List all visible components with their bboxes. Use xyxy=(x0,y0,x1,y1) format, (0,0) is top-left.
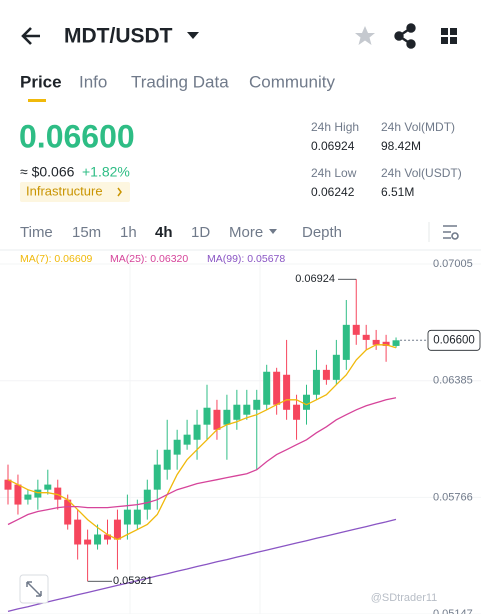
candle-body xyxy=(293,404,301,420)
menu-button[interactable] xyxy=(441,28,457,44)
candle-body xyxy=(34,489,42,498)
candle-body xyxy=(24,494,32,500)
stat-value: 0.06242 xyxy=(311,185,355,199)
tab-trading-data[interactable]: Trading Data xyxy=(131,72,229,91)
candle-body xyxy=(203,407,211,425)
y-tick-label: 0.06385 xyxy=(433,375,473,387)
candle-body xyxy=(233,404,241,420)
candle-body xyxy=(303,394,310,410)
candle-body xyxy=(14,484,22,505)
favorite-button[interactable] xyxy=(355,26,375,45)
candle-body xyxy=(392,340,400,346)
candle-body xyxy=(133,509,141,525)
y-tick-label: 0.05766 xyxy=(433,491,473,503)
interval-tab[interactable]: Time xyxy=(20,224,53,241)
ma-line xyxy=(7,344,397,541)
tag-arrow xyxy=(117,187,122,197)
candle-body xyxy=(173,439,181,455)
candle-body xyxy=(74,519,82,545)
interval-tab[interactable]: 4h xyxy=(155,224,173,241)
candle-body xyxy=(213,409,221,430)
tag-label[interactable]: Infrastructure xyxy=(26,183,103,198)
pair-dropdown[interactable] xyxy=(187,32,199,39)
tab-price[interactable]: Price xyxy=(20,72,62,91)
share-button[interactable] xyxy=(394,23,416,49)
ma-line xyxy=(7,518,397,613)
more-caret xyxy=(269,229,277,234)
candlestick-chart: 0.07005 0.06385 0.05766 0.05147 MA(7): 0.066… xyxy=(0,252,481,614)
candle-body xyxy=(123,509,131,525)
interval-tab[interactable]: Depth xyxy=(302,224,342,241)
candle-body xyxy=(342,324,350,360)
fiat-price: ≈ $0.066 xyxy=(20,164,75,180)
candle-body xyxy=(263,371,271,405)
ma-line xyxy=(7,397,397,526)
candle-body xyxy=(54,487,62,500)
stat-label: 24h High xyxy=(311,120,359,134)
stat-value: 98.42M xyxy=(381,139,421,153)
tag-badge[interactable] xyxy=(20,182,130,202)
candle-body xyxy=(372,339,380,345)
stat-label: 24h Vol(USDT) xyxy=(381,166,462,180)
low-label: 0.05321 xyxy=(113,575,153,587)
candle-body xyxy=(44,484,52,490)
candle-body xyxy=(223,409,231,425)
stat-value: 0.06924 xyxy=(311,139,355,153)
legend-entry: MA(7): 0.06609 xyxy=(20,253,93,265)
tab-community[interactable]: Community xyxy=(249,72,335,91)
candle-body xyxy=(153,464,161,490)
high-label: 0.06924 xyxy=(295,273,335,285)
y-tick-label: 0.07005 xyxy=(433,258,473,270)
candle-body xyxy=(382,341,390,346)
candle-body xyxy=(352,324,360,335)
last-price-label: 0.06600 xyxy=(433,334,475,346)
candle-body xyxy=(362,334,370,340)
last-price-box xyxy=(427,329,481,351)
candle-body xyxy=(113,519,121,540)
y-tick-label: 0.05147 xyxy=(433,608,473,614)
legend-entry: MA(99): 0.05678 xyxy=(207,253,285,265)
candle-body xyxy=(273,371,281,405)
candle-body xyxy=(183,434,191,445)
candle-body xyxy=(163,449,171,470)
expand-button[interactable] xyxy=(19,574,49,604)
candle-body xyxy=(94,534,102,545)
candle-body xyxy=(312,369,320,395)
candle-body xyxy=(143,489,151,510)
chart-settings-button[interactable] xyxy=(443,225,459,240)
candle-body xyxy=(104,534,111,540)
back-button[interactable] xyxy=(21,27,40,45)
candle-body xyxy=(322,369,330,380)
candle-body xyxy=(64,499,72,525)
candle-body xyxy=(84,539,92,545)
pair-title[interactable]: MDT/USDT xyxy=(64,25,173,48)
candle-body xyxy=(243,404,251,415)
legend-entry: MA(25): 0.06320 xyxy=(110,253,188,265)
last-price: 0.06600 xyxy=(19,118,135,154)
candle-body xyxy=(283,374,291,410)
price-change: +1.82% xyxy=(82,164,130,180)
interval-tab[interactable]: 15m xyxy=(72,224,101,241)
interval-tab[interactable]: More xyxy=(229,224,263,241)
tab-indicator xyxy=(28,99,46,102)
candle-body xyxy=(193,424,201,440)
stat-label: 24h Low xyxy=(311,166,357,180)
tab-info[interactable]: Info xyxy=(79,72,107,91)
interval-tab[interactable]: 1h xyxy=(120,224,137,241)
stat-value: 6.51M xyxy=(381,185,414,199)
candle-body xyxy=(253,399,261,410)
watermark: @SDtrader11 xyxy=(371,592,438,604)
candle-body xyxy=(332,354,340,380)
interval-tab[interactable]: 1D xyxy=(191,224,210,241)
stat-label: 24h Vol(MDT) xyxy=(381,120,455,134)
candle-body xyxy=(4,479,12,490)
